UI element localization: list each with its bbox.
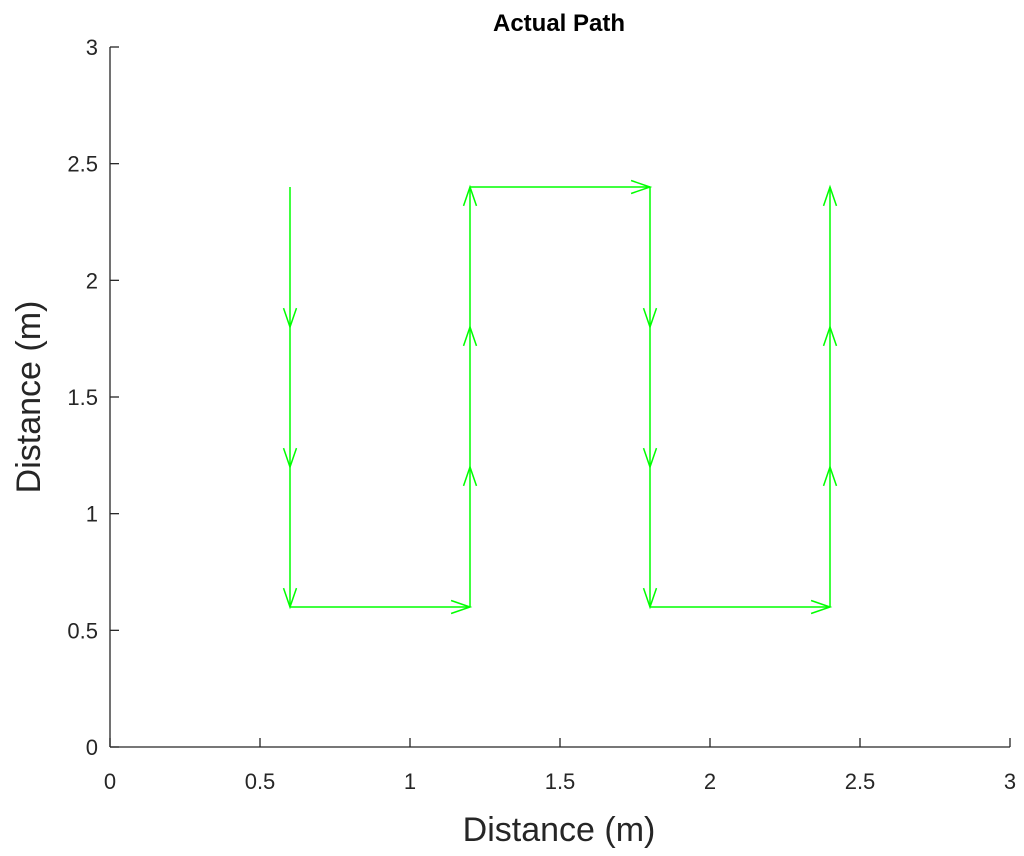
path-arrow bbox=[642, 187, 658, 330]
x-tick-label: 3 bbox=[1004, 769, 1016, 794]
path-arrow bbox=[282, 467, 298, 610]
x-tick-label: 1.5 bbox=[545, 769, 576, 794]
path-arrow bbox=[462, 184, 478, 327]
path-arrow bbox=[462, 464, 478, 607]
y-tick-label: 1 bbox=[86, 502, 98, 527]
path-arrow bbox=[650, 599, 833, 615]
path-arrow bbox=[642, 467, 658, 610]
x-axis-label: Distance (m) bbox=[463, 811, 656, 849]
path-arrow bbox=[822, 184, 838, 327]
path-arrow bbox=[462, 324, 478, 467]
x-tick-label: 1 bbox=[404, 769, 416, 794]
y-ticks: 0 0.5 1 1.5 2 2.5 3 bbox=[67, 35, 119, 760]
chart-title: Actual Path bbox=[493, 10, 625, 37]
y-tick-label: 0 bbox=[86, 735, 98, 760]
path-arrow bbox=[470, 179, 653, 195]
y-tick-label: 2 bbox=[86, 268, 98, 293]
y-tick-label: 1.5 bbox=[67, 385, 98, 410]
path-arrow bbox=[822, 324, 838, 467]
y-tick-label: 3 bbox=[86, 35, 98, 60]
y-tick-label: 2.5 bbox=[67, 152, 98, 177]
x-tick-label: 2 bbox=[704, 769, 716, 794]
x-tick-label: 0.5 bbox=[245, 769, 276, 794]
path-arrow bbox=[282, 187, 298, 330]
x-ticks: 0 0.5 1 1.5 2 2.5 3 bbox=[104, 738, 1016, 794]
y-axis-label: Distance (m) bbox=[10, 301, 48, 494]
path-arrow bbox=[290, 599, 473, 615]
path-arrow bbox=[822, 464, 838, 607]
path-arrows bbox=[282, 179, 838, 615]
x-tick-label: 0 bbox=[104, 769, 116, 794]
path-arrow bbox=[642, 327, 658, 470]
axes bbox=[109, 47, 1010, 748]
x-tick-label: 2.5 bbox=[845, 769, 876, 794]
arrow-head bbox=[822, 184, 838, 207]
y-tick-label: 0.5 bbox=[67, 618, 98, 643]
path-arrow bbox=[282, 327, 298, 470]
